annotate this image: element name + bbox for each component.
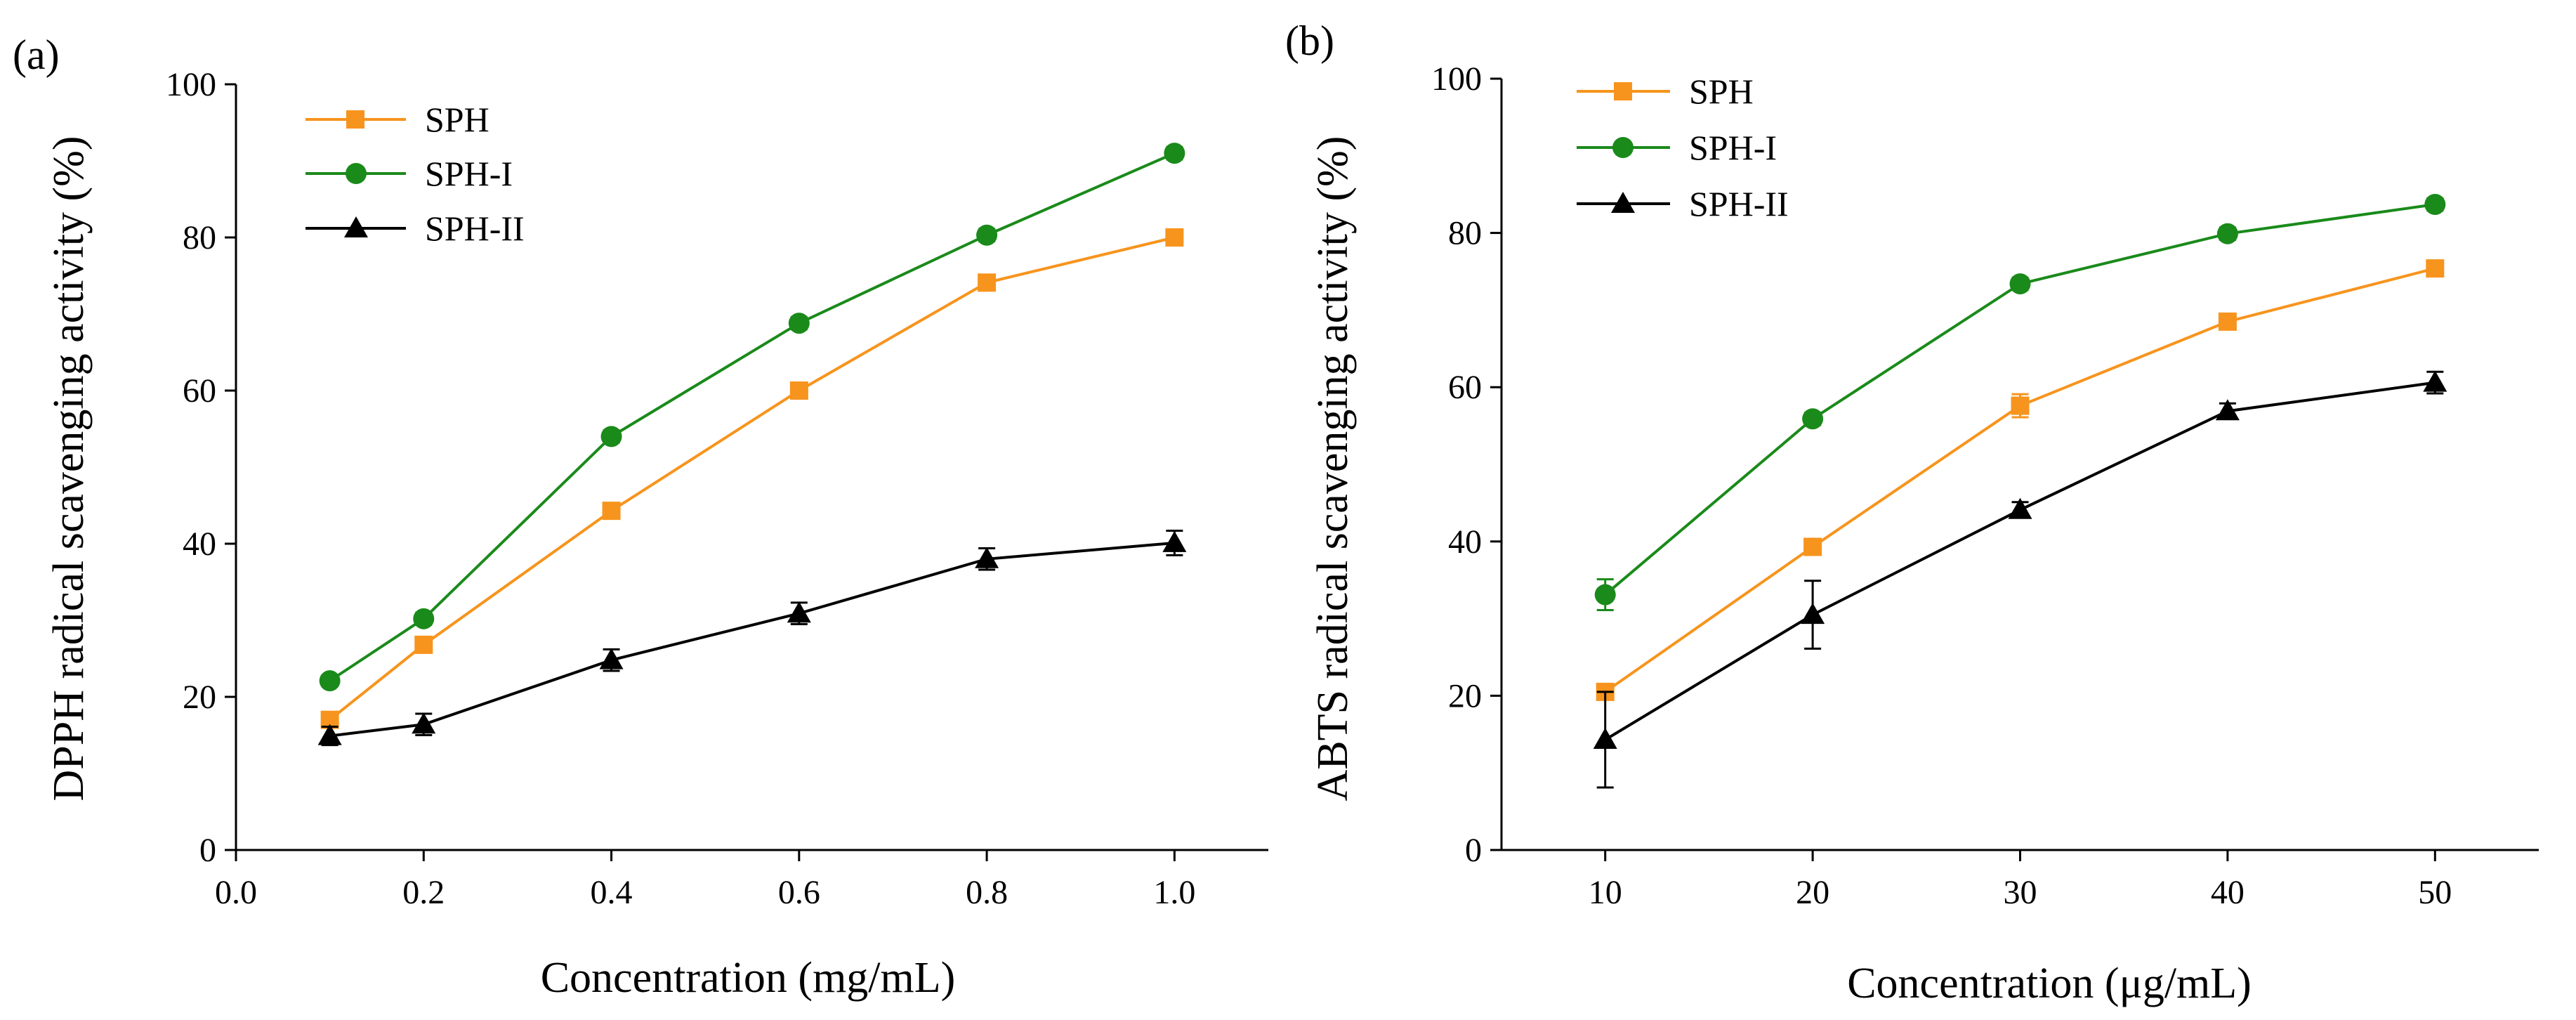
chart-panel-b: (b) ABTS radical scavenging activity (%)… [1285, 18, 2539, 1007]
y-tick-label: 20 [183, 679, 216, 716]
legend-label: SPH-I [1689, 128, 1777, 167]
x-tick-label: 40 [2211, 874, 2245, 911]
y-axis-title: DPPH radical scavenging activity (%) [45, 136, 93, 802]
axes: 0 20 40 60 80 100 10 20 30 40 50 [1431, 60, 2539, 911]
marker-square [602, 502, 621, 521]
x-tick-label: 0.4 [591, 874, 633, 911]
panel-label: (a) [13, 32, 60, 78]
legend-marker-circle [1612, 137, 1634, 158]
y-tick-label: 0 [1465, 832, 1482, 869]
series-sph [320, 228, 1184, 729]
series-line [329, 152, 1176, 682]
y-tick-label: 20 [1448, 677, 1482, 714]
marker-circle [319, 670, 341, 692]
marker-circle [1164, 143, 1185, 164]
x-tick-label: 50 [2418, 874, 2452, 911]
x-axis-title: Concentration (mg/mL) [541, 954, 956, 1002]
x-tick-label: 0.2 [402, 874, 445, 911]
legend-entry-sph-ii: SPH-II [305, 209, 525, 248]
marker-triangle [317, 724, 342, 745]
y-tick-label: 40 [1448, 523, 1482, 561]
x-tick-label: 0.8 [966, 874, 1008, 911]
marker-triangle [2215, 399, 2240, 421]
marker-circle [1594, 584, 1616, 606]
x-tick-label: 10 [1589, 874, 1622, 911]
legend-marker-circle [346, 163, 367, 184]
series-sph-i [1594, 193, 2446, 612]
marker-circle [600, 426, 622, 447]
legend-entry-sph-i: SPH-I [1577, 128, 1777, 167]
legend-label: SPH [1689, 72, 1754, 111]
series-line [1604, 267, 2436, 693]
marker-triangle [1593, 727, 1617, 749]
legend-entry-sph-ii: SPH-II [1577, 184, 1789, 223]
series-sph [1596, 259, 2445, 701]
legend-label: SPH-II [1689, 184, 1789, 223]
marker-circle [2424, 193, 2446, 215]
y-tick-label: 100 [1431, 60, 1482, 98]
x-tick-label: 20 [1796, 874, 1829, 911]
legend-entry-sph: SPH [1577, 72, 1754, 111]
marker-square [789, 381, 808, 400]
legend: SPH SPH-I SPH-II [1577, 72, 1789, 223]
y-tick-label: 80 [1448, 215, 1482, 252]
legend-label: SPH-II [425, 209, 525, 248]
series-sph-i [319, 143, 1185, 692]
marker-triangle [412, 712, 436, 734]
marker-triangle [975, 547, 999, 568]
marker-circle [976, 224, 998, 246]
series-line [329, 236, 1175, 721]
x-tick-label: 0.6 [778, 874, 820, 911]
chart-panel-a: (a) DPPH radical scavenging activity (%)… [13, 32, 1268, 1002]
legend-label: SPH [425, 100, 489, 139]
legend-marker-square [1614, 82, 1632, 100]
legend-marker-square [346, 110, 364, 129]
legend-entry-sph: SPH [305, 100, 489, 139]
legend-marker-triangle [344, 216, 368, 237]
x-axis-title: Concentration (μg/mL) [1847, 960, 2252, 1007]
marker-triangle [2423, 370, 2447, 392]
y-tick-label: 100 [166, 66, 216, 103]
legend: SPH SPH-I SPH-II [305, 100, 525, 248]
axes: 0 20 40 60 80 100 0.0 0.2 0.4 0.6 0.8 1.0 [166, 66, 1268, 911]
y-tick-label: 60 [183, 372, 216, 410]
y-tick-label: 60 [1448, 369, 1482, 406]
y-tick-label: 80 [183, 219, 216, 256]
marker-circle [2216, 223, 2238, 244]
marker-square [1165, 228, 1184, 247]
marker-square [1803, 537, 1822, 556]
y-tick-label: 40 [183, 525, 216, 563]
marker-triangle [2008, 497, 2032, 519]
series-sph-ii [1593, 370, 2447, 789]
x-tick-label: 1.0 [1153, 874, 1195, 911]
legend-entry-sph-i: SPH-I [305, 154, 513, 193]
marker-square [414, 635, 433, 654]
marker-square [2426, 259, 2445, 278]
marker-triangle [787, 601, 811, 623]
series-line [1604, 381, 2436, 741]
legend-marker-triangle [1611, 192, 1635, 213]
x-tick-label: 30 [2004, 874, 2037, 911]
legend-label: SPH-I [425, 154, 513, 193]
x-tick-label: 0.0 [215, 874, 257, 911]
marker-square [2218, 312, 2237, 331]
y-tick-label: 0 [199, 832, 216, 869]
marker-triangle [1801, 603, 1825, 625]
y-axis-title: ABTS radical scavenging activity (%) [1309, 136, 1357, 802]
marker-square [2011, 396, 2030, 415]
marker-triangle [599, 648, 624, 669]
marker-circle [2009, 273, 2031, 295]
series-line [329, 541, 1175, 738]
marker-circle [413, 608, 435, 629]
marker-triangle [1162, 530, 1187, 552]
marker-circle [788, 313, 810, 334]
series-sph-ii [317, 529, 1187, 747]
panel-label: (b) [1285, 18, 1334, 64]
marker-circle [1802, 408, 1824, 430]
marker-square [978, 273, 997, 292]
